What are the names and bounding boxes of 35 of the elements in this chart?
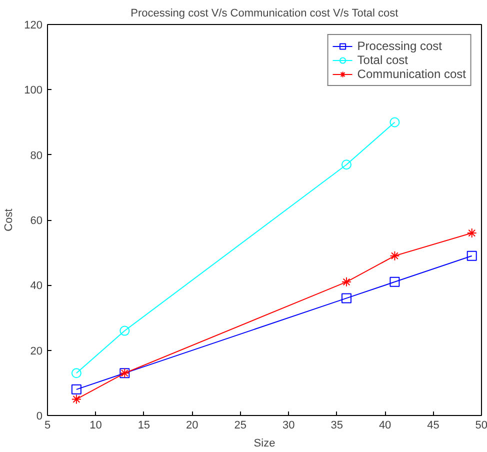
point <box>71 384 82 394</box>
y-tick-label: 20 <box>30 345 43 358</box>
y-tick-label: 80 <box>30 150 43 162</box>
point <box>341 293 352 304</box>
x-tick-label: 25 <box>234 420 247 432</box>
x-axis-title: Size <box>254 438 276 450</box>
x-tick-label: 40 <box>378 420 392 432</box>
point <box>71 368 82 378</box>
point <box>390 276 400 287</box>
x-tick-label: 20 <box>186 420 198 432</box>
point <box>71 394 82 404</box>
y-tick-label: 100 <box>24 84 43 97</box>
legend-label: Communication cost <box>357 67 466 81</box>
point <box>390 250 400 261</box>
point <box>120 326 130 336</box>
y-axis-title: Cost <box>3 208 16 232</box>
x-tick-label: 15 <box>138 420 150 432</box>
x-tick-label: 35 <box>330 420 343 432</box>
y-tick-label: 120 <box>24 20 43 32</box>
point <box>341 276 352 287</box>
point <box>466 228 477 238</box>
x-tick-label: 50 <box>475 420 487 432</box>
point <box>341 160 352 170</box>
y-tick-label: 40 <box>30 280 43 292</box>
point <box>390 117 400 128</box>
legend-label: Total cost <box>357 53 408 67</box>
x-tick-label: 10 <box>90 420 102 432</box>
point <box>466 250 477 261</box>
x-tick-label: 5 <box>44 420 51 432</box>
chart-title: Processing cost V/s Communication cost V/s Total cost <box>130 8 398 20</box>
y-tick-label: 60 <box>30 215 43 227</box>
legend-label: Processing cost <box>357 39 442 53</box>
x-tick-label: 30 <box>282 420 295 432</box>
y-tick-label: 0 <box>36 410 43 422</box>
x-tick-label: 45 <box>427 420 440 432</box>
